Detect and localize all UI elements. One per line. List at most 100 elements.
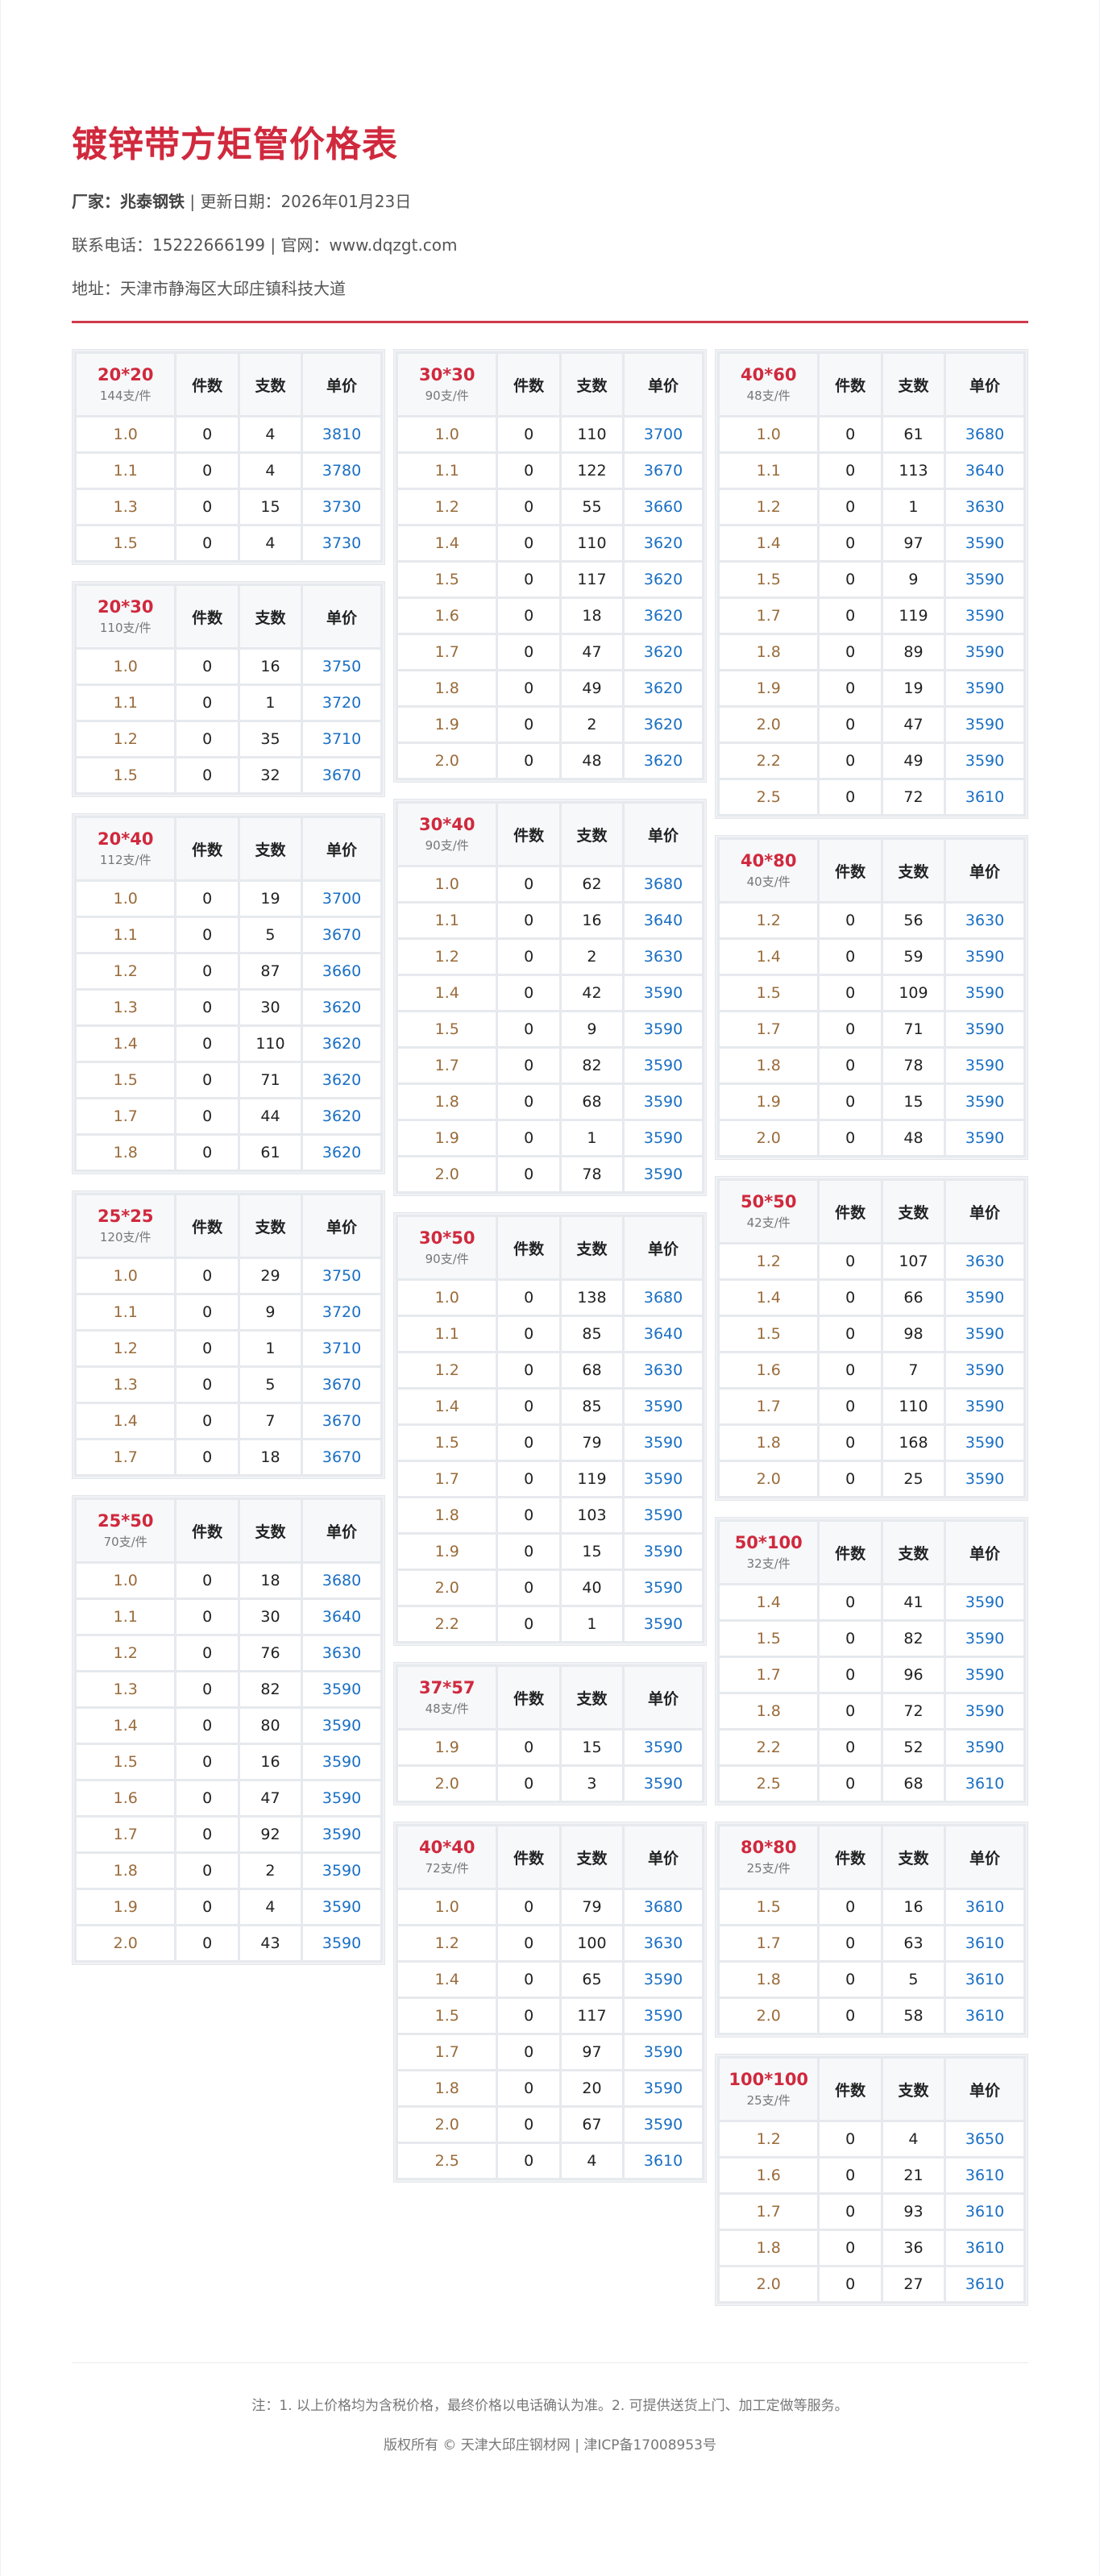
- column-header: 单价: [946, 354, 1023, 415]
- thickness-cell: 2.5: [720, 780, 818, 814]
- table-row: 1.0 0 138 3680: [398, 1281, 702, 1315]
- bundle-count-cell: 0: [176, 1781, 238, 1815]
- thickness-cell: 1.5: [398, 1999, 496, 2033]
- price-table: 100*100 25支/件 件数 支数 单价 1.2 0 4 3650 1.6 0 21 3610 1.7…: [717, 2056, 1026, 2304]
- thickness-cell: 2.0: [398, 1767, 496, 1801]
- spec-header: 40*40 72支/件: [398, 1826, 496, 1888]
- price-cell: 3620: [303, 1136, 380, 1170]
- bundle-count-cell: 0: [498, 454, 559, 488]
- piece-count-cell: 49: [561, 671, 623, 705]
- price-cell: 3590: [946, 1353, 1023, 1387]
- thickness-cell: 1.5: [720, 1622, 818, 1656]
- bundle-count-cell: 0: [498, 1730, 559, 1764]
- contact-line: 联系电话：15222666199 | 官网：www.dqzgt.com: [72, 235, 458, 255]
- bundle-count-cell: 0: [176, 1295, 238, 1329]
- bundle-count-cell: 0: [176, 1332, 238, 1365]
- thickness-cell: 2.0: [398, 1571, 496, 1605]
- price-cell: 3590: [946, 671, 1023, 705]
- table-row: 1.6 0 7 3590: [720, 1353, 1023, 1387]
- price-cell: 3590: [946, 744, 1023, 778]
- price-cell: 3700: [303, 882, 380, 916]
- piece-count-cell: 87: [239, 954, 301, 988]
- piece-count-cell: 97: [561, 2035, 623, 2069]
- table-row: 2.0 0 48 3590: [720, 1121, 1023, 1155]
- table-row: 2.2 0 52 3590: [720, 1730, 1023, 1764]
- piece-count-cell: 119: [882, 599, 944, 633]
- bundle-count-cell: 0: [498, 1926, 559, 1960]
- price-cell: 3590: [303, 1854, 380, 1888]
- thickness-cell: 1.6: [720, 2158, 818, 2192]
- pieces-per-bundle: 90支/件: [425, 1252, 469, 1266]
- thickness-cell: 1.3: [77, 490, 175, 524]
- thickness-cell: 1.5: [77, 1063, 175, 1097]
- piece-count-cell: 61: [239, 1136, 301, 1170]
- bundle-count-cell: 0: [176, 1564, 238, 1598]
- spec-name: 25*50: [98, 1511, 154, 1531]
- piece-count-cell: 78: [882, 1049, 944, 1082]
- table-row: 1.9 0 2 3620: [398, 708, 702, 742]
- table-row: 1.1 0 4 3780: [77, 454, 380, 488]
- price-cell: 3680: [625, 1281, 702, 1315]
- thickness-cell: 1.0: [77, 1259, 175, 1293]
- price-cell: 3680: [946, 418, 1023, 451]
- thickness-cell: 1.7: [720, 1658, 818, 1692]
- table-row: 2.5 0 4 3610: [398, 2144, 702, 2178]
- price-cell: 3590: [303, 1672, 380, 1706]
- table-row: 1.5 0 109 3590: [720, 976, 1023, 1010]
- table-row: 1.8 0 103 3590: [398, 1498, 702, 1532]
- thickness-cell: 1.5: [398, 1012, 496, 1046]
- column-header: 单价: [625, 804, 702, 865]
- bundle-count-cell: 0: [498, 418, 559, 451]
- thickness-cell: 1.7: [720, 1926, 818, 1960]
- price-cell: 3590: [303, 1781, 380, 1815]
- table-row: 1.1 0 113 3640: [720, 454, 1023, 488]
- piece-count-cell: 80: [239, 1709, 301, 1743]
- piece-count-cell: 48: [561, 744, 623, 778]
- table-header-row: 25*25 120支/件 件数 支数 单价: [77, 1195, 380, 1257]
- column-header: 件数: [820, 1522, 881, 1583]
- spec-header: 25*25 120支/件: [77, 1195, 175, 1257]
- piece-count-cell: 63: [882, 1926, 944, 1960]
- piece-count-cell: 68: [561, 1353, 623, 1387]
- piece-count-cell: 82: [239, 1672, 301, 1706]
- bundle-count-cell: 0: [820, 1622, 881, 1656]
- price-cell: 3630: [946, 1244, 1023, 1278]
- bundle-count-cell: 0: [498, 1426, 559, 1460]
- price-cell: 3630: [946, 490, 1023, 524]
- thickness-cell: 1.7: [398, 635, 496, 669]
- price-cell: 3700: [625, 418, 702, 451]
- bundle-count-cell: 0: [498, 2144, 559, 2178]
- piece-count-cell: 4: [239, 526, 301, 560]
- price-cell: 3670: [625, 454, 702, 488]
- table-row: 1.2 0 4 3650: [720, 2122, 1023, 2156]
- bundle-count-cell: 0: [498, 599, 559, 633]
- bundle-count-cell: 0: [820, 599, 881, 633]
- price-table-card: 50*50 42支/件 件数 支数 单价 1.2 0 107 3630 1.4 0 66 3590 1.5…: [715, 1176, 1028, 1501]
- column-header: 件数: [498, 354, 559, 415]
- table-row: 1.1 0 9 3720: [77, 1295, 380, 1329]
- table-row: 1.1 0 30 3640: [77, 1600, 380, 1634]
- price-column: 30*30 90支/件 件数 支数 单价 1.0 0 110 3700 1.1 0 122 3670 1.…: [393, 349, 707, 2183]
- price-cell: 3610: [946, 1926, 1023, 1960]
- thickness-cell: 1.8: [720, 2231, 818, 2265]
- column-header: 单价: [625, 1826, 702, 1888]
- piece-count-cell: 15: [561, 1730, 623, 1764]
- piece-count-cell: 2: [561, 708, 623, 742]
- table-row: 1.1 0 122 3670: [398, 454, 702, 488]
- column-header: 件数: [820, 1826, 881, 1888]
- price-cell: 3810: [303, 418, 380, 451]
- table-row: 1.7 0 82 3590: [398, 1049, 702, 1082]
- piece-count-cell: 68: [882, 1767, 944, 1801]
- piece-count-cell: 30: [239, 1600, 301, 1634]
- table-row: 1.0 0 16 3750: [77, 650, 380, 683]
- price-cell: 3670: [303, 1404, 380, 1438]
- bundle-count-cell: 0: [498, 940, 559, 974]
- price-cell: 3630: [625, 1353, 702, 1387]
- column-header: 件数: [820, 1181, 881, 1242]
- bundle-count-cell: 0: [820, 1730, 881, 1764]
- table-row: 1.2 0 55 3660: [398, 490, 702, 524]
- price-cell: 3590: [303, 1818, 380, 1851]
- column-header: 单价: [946, 840, 1023, 901]
- price-cell: 3680: [625, 1890, 702, 1924]
- table-row: 2.0 0 25 3590: [720, 1462, 1023, 1496]
